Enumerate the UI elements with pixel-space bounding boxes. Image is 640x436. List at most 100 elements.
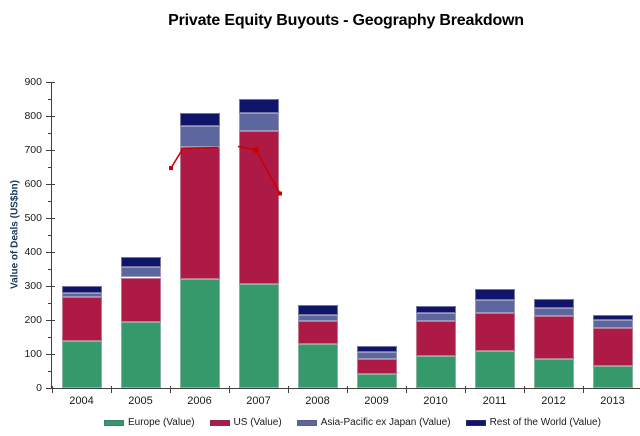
- y-tick-label: 200: [24, 314, 42, 326]
- y-major-tick: [46, 217, 55, 219]
- bar-segment-2012: [533, 308, 574, 316]
- bar-segment-2013: [592, 328, 633, 366]
- bar-segment-2013: [592, 319, 633, 329]
- y-tick-label: 500: [24, 212, 42, 224]
- bar-segment-2012: [533, 315, 574, 360]
- x-tick: [52, 386, 53, 393]
- x-tick-label: 2006: [187, 395, 212, 407]
- bar-segment-2005: [120, 257, 161, 268]
- bar-segment-2005: [120, 267, 161, 278]
- y-minor-tick: [48, 268, 52, 270]
- y-major-tick: [46, 183, 55, 185]
- legend-item-us: US (Value): [209, 417, 282, 428]
- x-tick-label: 2008: [305, 395, 330, 407]
- y-major-tick: [46, 387, 55, 389]
- y-minor-tick: [48, 132, 52, 134]
- bar-segment-2013: [592, 314, 633, 320]
- x-tick: [406, 386, 407, 393]
- x-tick-label: 2011: [482, 395, 507, 407]
- legend-label-europe: Europe (Value): [128, 417, 195, 428]
- x-tick-label: 2004: [69, 395, 94, 407]
- x-tick: [583, 386, 584, 393]
- y-minor-tick: [48, 302, 52, 304]
- bar-segment-2009: [356, 346, 397, 352]
- x-tick-label: 2012: [541, 395, 566, 407]
- legend-swatch-us-icon: [209, 419, 230, 426]
- y-tick-label: 400: [24, 246, 42, 258]
- bar-segment-2008: [297, 321, 338, 344]
- legend-label-us: US (Value): [233, 417, 282, 428]
- legend-label-rest-of-world: Rest of the World (Value): [489, 417, 601, 428]
- bar-segment-2004: [61, 286, 102, 294]
- bar-segment-2007: [238, 284, 279, 388]
- bar-segment-2006: [179, 279, 220, 388]
- y-tick-label: 900: [24, 76, 42, 88]
- bar-segment-2007: [238, 112, 279, 132]
- x-tick: [111, 386, 112, 393]
- y-major-tick: [46, 353, 55, 355]
- bar-segment-2011: [474, 289, 515, 300]
- y-tick-label: 600: [24, 178, 42, 190]
- y-minor-tick: [48, 166, 52, 168]
- x-tick-label: 2007: [246, 395, 271, 407]
- bar-segment-2010: [415, 355, 456, 388]
- x-tick-label: 2009: [364, 395, 389, 407]
- x-tick: [229, 386, 230, 393]
- bar-segment-2012: [533, 359, 574, 388]
- y-major-tick: [46, 81, 55, 83]
- bar-segment-2011: [474, 313, 515, 352]
- y-tick-label: 700: [24, 144, 42, 156]
- y-axis-title: Value of Deals (US$bn): [9, 180, 21, 289]
- bar-segment-2005: [120, 321, 161, 388]
- bar-segment-2006: [179, 146, 220, 280]
- bar-segment-2011: [474, 299, 515, 314]
- x-tick-label: 2005: [128, 395, 153, 407]
- bar-segment-2009: [356, 351, 397, 360]
- x-tick: [465, 386, 466, 393]
- x-tick: [524, 386, 525, 393]
- bar-segment-2007: [238, 131, 279, 285]
- y-tick-label: 100: [24, 348, 42, 360]
- bar-segment-2006: [179, 112, 220, 127]
- y-tick-label: 300: [24, 280, 42, 292]
- legend-item-europe: Europe (Value): [104, 417, 195, 428]
- bar-segment-2006: [179, 126, 220, 147]
- y-major-tick: [46, 319, 55, 321]
- bar-segment-2004: [61, 296, 102, 342]
- bar-segment-2013: [592, 365, 633, 388]
- bar-segment-2009: [356, 359, 397, 374]
- legend-swatch-rest-of-world-icon: [465, 419, 486, 426]
- bar-segment-2004: [61, 341, 102, 388]
- bar-segment-2011: [474, 351, 515, 388]
- x-tick-label: 2010: [423, 395, 448, 407]
- bar-segment-2010: [415, 305, 456, 313]
- y-tick-label: 0: [36, 382, 42, 394]
- bar-segment-2012: [533, 298, 574, 309]
- bar-segment-2010: [415, 312, 456, 321]
- y-major-tick: [46, 149, 55, 151]
- y-minor-tick: [48, 234, 52, 236]
- bar-segment-2007: [238, 99, 279, 113]
- legend-item-asia-pacific: Asia-Pacific ex Japan (Value): [296, 417, 451, 428]
- y-minor-tick: [48, 98, 52, 100]
- y-major-tick: [46, 285, 55, 287]
- bar-segment-2009: [356, 373, 397, 388]
- x-tick: [288, 386, 289, 393]
- bar-segment-2004: [61, 293, 102, 297]
- chart-title: Private Equity Buyouts - Geography Break…: [168, 12, 524, 29]
- legend-swatch-asia-pacific-icon: [296, 419, 317, 426]
- legend-label-asia-pacific: Asia-Pacific ex Japan (Value): [320, 417, 451, 428]
- x-tick: [170, 386, 171, 393]
- y-major-tick: [46, 251, 55, 253]
- y-minor-tick: [48, 200, 52, 202]
- legend-item-rest-of-world: Rest of the World (Value): [465, 417, 601, 428]
- x-tick-label: 2013: [600, 395, 625, 407]
- x-axis: [51, 388, 640, 389]
- legend-swatch-europe-icon: [104, 419, 124, 426]
- y-minor-tick: [48, 336, 52, 338]
- y-minor-tick: [48, 370, 52, 372]
- y-tick-label: 800: [24, 110, 42, 122]
- bar-segment-2008: [297, 315, 338, 322]
- bar-segment-2010: [415, 320, 456, 356]
